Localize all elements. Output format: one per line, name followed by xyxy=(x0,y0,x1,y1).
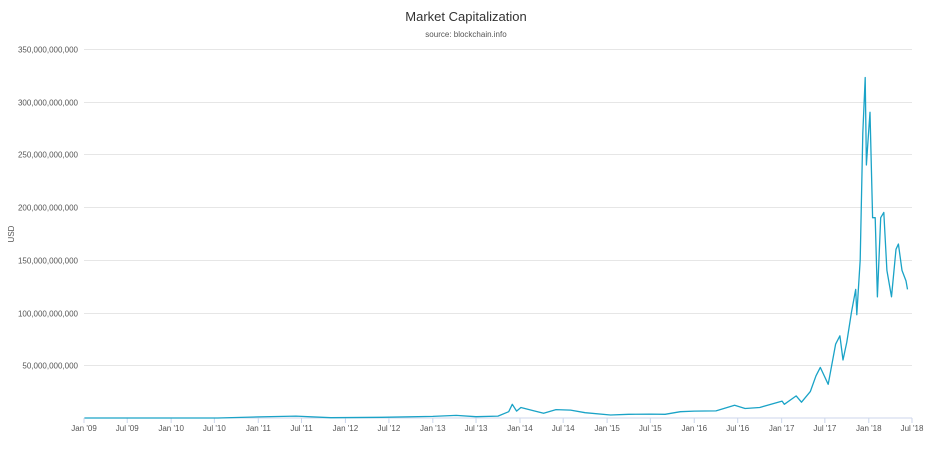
x-tick-label: Jul '11 xyxy=(290,424,313,433)
y-tick-label: 100,000,000,000 xyxy=(18,310,79,319)
y-axis-label: USD xyxy=(7,225,16,242)
x-tick-label: Jan '10 xyxy=(158,424,184,433)
y-tick-label: 350,000,000,000 xyxy=(18,46,79,55)
chart-title: Market Capitalization xyxy=(405,9,526,24)
x-tick-label: Jan '17 xyxy=(769,424,795,433)
x-tick-label: Jul '16 xyxy=(726,424,749,433)
x-tick-label: Jul '13 xyxy=(465,424,488,433)
x-tick-label: Jul '09 xyxy=(116,424,139,433)
y-tick-label: 150,000,000,000 xyxy=(18,257,79,266)
x-tick-label: Jul '10 xyxy=(203,424,226,433)
x-tick-label: Jul '12 xyxy=(377,424,400,433)
chart-subtitle: source: blockchain.info xyxy=(425,30,507,39)
x-tick-label: Jul '14 xyxy=(552,424,575,433)
x-tick-label: Jul '17 xyxy=(813,424,836,433)
y-tick-label: 250,000,000,000 xyxy=(18,151,79,160)
y-axis-ticks: 50,000,000,000 100,000,000,000 150,000,000… xyxy=(18,46,79,371)
grid-lines xyxy=(84,49,912,366)
x-tick-label: Jan '18 xyxy=(856,424,882,433)
x-tick-label: Jan '13 xyxy=(420,424,446,433)
x-tick-label: Jan '15 xyxy=(594,424,620,433)
x-tick-label: Jul '15 xyxy=(639,424,662,433)
x-tick-label: Jan '14 xyxy=(507,424,533,433)
x-axis-ticks: Jan '09 Jul '09 Jan '10 Jul '10 Jan '11 Jul '… xyxy=(71,418,924,433)
series-line-market-cap xyxy=(84,76,909,419)
series-layer xyxy=(84,76,909,419)
x-tick-label: Jan '16 xyxy=(681,424,707,433)
y-tick-label: 200,000,000,000 xyxy=(18,204,79,213)
y-tick-label: 50,000,000,000 xyxy=(22,362,78,371)
x-tick-label: Jan '12 xyxy=(333,424,359,433)
y-tick-label: 300,000,000,000 xyxy=(18,99,79,108)
x-tick-label: Jan '09 xyxy=(71,424,97,433)
x-tick-label: Jan '11 xyxy=(246,424,272,433)
x-tick-label: Jul '18 xyxy=(901,424,924,433)
